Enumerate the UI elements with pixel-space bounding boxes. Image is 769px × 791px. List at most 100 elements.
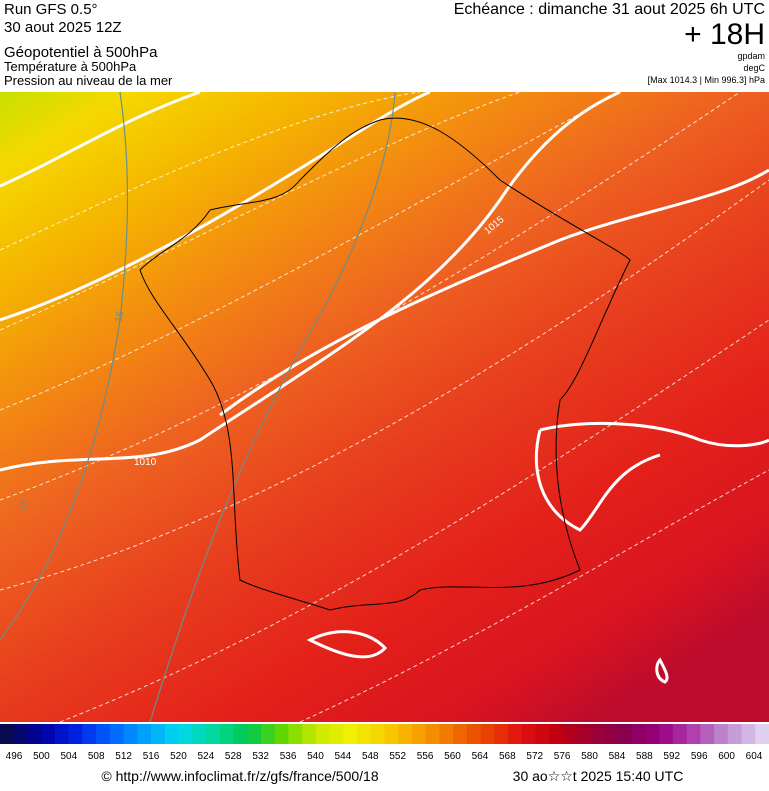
colorbar-swatch bbox=[260, 724, 276, 744]
colorbar-tick-label: 504 bbox=[60, 751, 77, 762]
colorbar-swatch bbox=[288, 724, 303, 744]
isotherms bbox=[0, 91, 396, 723]
colorbar: 496 500 504 508 512 516 520 524 528 532 536 540 544 5… bbox=[0, 724, 769, 762]
unit-temperature: degC bbox=[743, 63, 765, 73]
colorbar-tick-label: 584 bbox=[609, 751, 626, 762]
colorbar-swatch bbox=[453, 724, 468, 744]
colorbar-tick-label: 588 bbox=[636, 751, 653, 762]
colorbar-swatch bbox=[96, 724, 111, 744]
colorbar-swatch bbox=[535, 724, 550, 744]
colorbar-swatch bbox=[205, 724, 221, 744]
isotherm-label: 16 bbox=[113, 310, 126, 323]
param-temperature: Température à 500hPa bbox=[4, 59, 137, 74]
colorbar-swatch bbox=[0, 724, 15, 744]
colorbar-swatch bbox=[508, 724, 523, 744]
colorbar-swatch bbox=[178, 724, 193, 744]
colorbar-swatch bbox=[714, 724, 729, 744]
colorbar-tick-label: 500 bbox=[33, 751, 50, 762]
colorbar-swatch bbox=[741, 724, 756, 744]
colorbar-swatch bbox=[549, 724, 564, 744]
geopotential-contours bbox=[0, 91, 769, 723]
temperature-field bbox=[0, 92, 769, 722]
colorbar-swatch bbox=[617, 724, 633, 744]
colorbar-tick-label: 544 bbox=[335, 751, 352, 762]
colorbar-tick-label: 556 bbox=[417, 751, 434, 762]
colorbar-swatch bbox=[700, 724, 715, 744]
timestamp: 30 ao☆☆t 2025 15:40 UTC bbox=[513, 768, 684, 784]
colorbar-swatch bbox=[590, 724, 605, 744]
colorbar-swatch bbox=[41, 724, 56, 744]
colorbar-swatch bbox=[315, 724, 331, 744]
colorbar-swatch bbox=[357, 724, 372, 744]
colorbar-tick-label: 596 bbox=[691, 751, 708, 762]
colorbar-tick-label: 540 bbox=[307, 751, 324, 762]
unit-geopotential: gpdam bbox=[737, 51, 765, 61]
pressure-range: [Max 1014.3 | Min 996.3] hPa bbox=[648, 75, 765, 85]
run-date: 30 aout 2025 12Z bbox=[4, 19, 122, 36]
colorbar-swatch bbox=[439, 724, 454, 744]
map: 1010 1015 16 16 bbox=[0, 90, 769, 723]
param-geopotential: Géopotentiel à 500hPa bbox=[4, 44, 158, 61]
colorbar-swatch bbox=[521, 724, 537, 744]
colorbar-tick-label: 580 bbox=[581, 751, 598, 762]
colorbar-swatch bbox=[274, 724, 289, 744]
source-url: © http://www.infoclimat.fr/z/gfs/france/… bbox=[101, 768, 378, 784]
colorbar-swatch bbox=[302, 724, 317, 744]
colorbar-swatch bbox=[137, 724, 152, 744]
colorbar-tick-label: 568 bbox=[499, 751, 516, 762]
colorbar-swatch bbox=[13, 724, 28, 744]
colorbar-swatch bbox=[398, 724, 413, 744]
colorbar-swatch bbox=[247, 724, 262, 744]
colorbar-tick-label: 564 bbox=[472, 751, 489, 762]
colorbar-swatch bbox=[631, 724, 646, 744]
pressure-isobars bbox=[0, 90, 769, 684]
colorbar-swatch bbox=[343, 724, 358, 744]
colorbar-tick-label: 508 bbox=[88, 751, 105, 762]
colorbar-tick-label: 572 bbox=[526, 751, 543, 762]
colorbar-swatch bbox=[109, 724, 125, 744]
colorbar-swatch bbox=[411, 724, 427, 744]
valid-time: Echéance : dimanche 31 aout 2025 6h UTC bbox=[454, 1, 765, 18]
colorbar-swatch bbox=[480, 724, 495, 744]
colorbar-tick-label: 516 bbox=[143, 751, 160, 762]
colorbar-tick-label: 552 bbox=[389, 751, 406, 762]
isotherm-label: 16 bbox=[17, 498, 31, 513]
colorbar-tick-label: 536 bbox=[280, 751, 297, 762]
colorbar-swatch bbox=[233, 724, 248, 744]
colorbar-swatch bbox=[27, 724, 42, 744]
colorbar-tick-label: 560 bbox=[444, 751, 461, 762]
colorbar-swatch bbox=[54, 724, 70, 744]
colorbar-swatch bbox=[494, 724, 509, 744]
colorbar-swatch bbox=[755, 724, 769, 744]
lead-time: + 18H bbox=[684, 18, 765, 51]
colorbar-swatch bbox=[425, 724, 440, 744]
colorbar-swatch bbox=[563, 724, 578, 744]
colorbar-swatch bbox=[645, 724, 660, 744]
colorbar-swatch bbox=[192, 724, 207, 744]
colorbar-swatch bbox=[219, 724, 234, 744]
colorbar-swatch bbox=[576, 724, 591, 744]
colorbar-swatch bbox=[123, 724, 138, 744]
colorbar-swatch bbox=[164, 724, 180, 744]
colorbar-tick-label: 548 bbox=[362, 751, 379, 762]
colorbar-swatch bbox=[727, 724, 743, 744]
colorbar-swatch bbox=[151, 724, 166, 744]
colorbar-tick-label: 520 bbox=[170, 751, 187, 762]
colorbar-swatch bbox=[604, 724, 619, 744]
colorbar-swatch bbox=[329, 724, 344, 744]
colorbar-swatch bbox=[466, 724, 482, 744]
colorbar-swatch bbox=[68, 724, 83, 744]
run-title: Run GFS 0.5° bbox=[4, 1, 98, 18]
colorbar-tick-label: 576 bbox=[554, 751, 571, 762]
param-pressure: Pression au niveau de la mer bbox=[4, 73, 173, 88]
coastline bbox=[139, 117, 631, 611]
colorbar-swatch bbox=[659, 724, 674, 744]
colorbar-swatch bbox=[82, 724, 97, 744]
colorbar-swatch bbox=[686, 724, 701, 744]
colorbar-tick-label: 528 bbox=[225, 751, 242, 762]
colorbar-swatch bbox=[672, 724, 688, 744]
colorbar-tick-label: 592 bbox=[663, 751, 680, 762]
colorbar-swatch bbox=[384, 724, 399, 744]
colorbar-tick-label: 600 bbox=[718, 751, 735, 762]
